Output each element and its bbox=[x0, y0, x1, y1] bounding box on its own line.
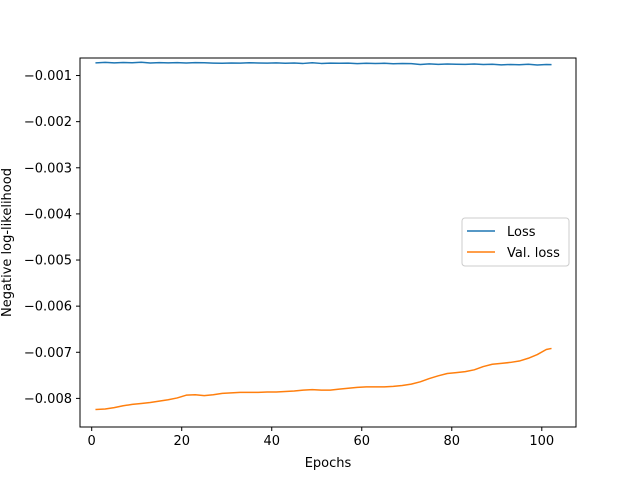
x-tick-label: 40 bbox=[263, 434, 280, 449]
x-tick-label: 20 bbox=[173, 434, 190, 449]
y-tick-label: −0.008 bbox=[24, 392, 72, 407]
plot-frame bbox=[79, 57, 577, 428]
y-tick-label: −0.002 bbox=[24, 115, 72, 130]
y-axis-ticks: −0.001 −0.002 −0.003 −0.004 −0.005 −0.006 −0.0… bbox=[24, 69, 80, 407]
legend: Loss Val. loss bbox=[461, 217, 570, 267]
x-tick-label: 100 bbox=[529, 434, 554, 449]
y-axis-label: Negative log-likelihood bbox=[0, 168, 15, 317]
x-tick-label: 0 bbox=[88, 434, 96, 449]
series-line-2 bbox=[95, 347, 552, 411]
x-tick-label: 60 bbox=[353, 434, 370, 449]
series-layer bbox=[95, 61, 552, 411]
series-line-1 bbox=[95, 61, 552, 66]
y-tick-label: −0.007 bbox=[24, 346, 72, 361]
axes-layer bbox=[79, 57, 577, 428]
legend-label-1: Loss bbox=[507, 225, 536, 240]
x-axis-ticks: 0 20 40 60 80 100 bbox=[88, 427, 554, 449]
legend-box bbox=[461, 217, 570, 267]
x-axis-label: Epochs bbox=[305, 456, 352, 471]
y-tick-label: −0.006 bbox=[24, 300, 72, 315]
y-tick-label: −0.004 bbox=[24, 207, 72, 222]
legend-label-2: Val. loss bbox=[507, 246, 560, 261]
x-tick-label: 80 bbox=[444, 434, 461, 449]
y-tick-label: −0.001 bbox=[24, 69, 72, 84]
y-tick-label: −0.005 bbox=[24, 254, 72, 269]
y-tick-label: −0.003 bbox=[24, 161, 72, 176]
